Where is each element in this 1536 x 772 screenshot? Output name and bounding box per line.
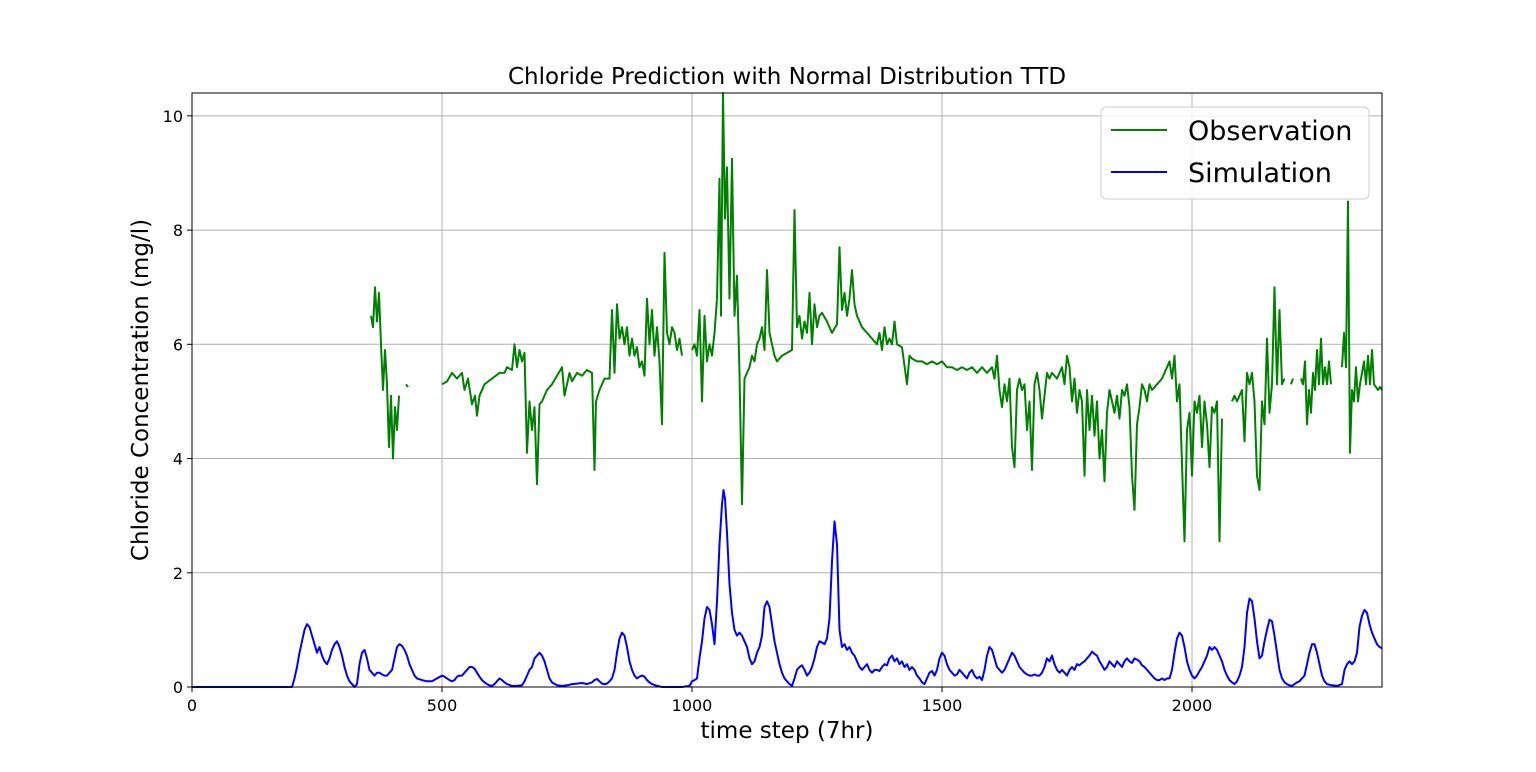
series-line-observation — [370, 286, 400, 460]
x-axis-label: time step (7hr) — [701, 718, 874, 744]
y-tick-label: 0 — [173, 678, 183, 697]
ticks: 0 500 1000 1500 2000 0 2 4 6 8 10 — [163, 107, 1213, 715]
chart-title: Chloride Prediction with Normal Distribu… — [508, 64, 1066, 90]
series-line-observation — [1290, 378, 1294, 385]
plot-frame — [191, 92, 1383, 688]
series-line-observation — [1341, 200, 1383, 454]
series-line-simulation — [192, 489, 1383, 688]
y-tick-label: 10 — [163, 107, 183, 126]
series-layer — [192, 92, 1383, 688]
y-axis-label: Chloride Concentration (mg/l) — [128, 219, 154, 561]
x-tick-label: 2000 — [1172, 696, 1213, 715]
x-tick-label: 1500 — [922, 696, 963, 715]
x-tick-label: 500 — [427, 696, 458, 715]
x-tick-label: 1000 — [672, 696, 713, 715]
series-line-observation — [441, 251, 683, 486]
y-tick-label: 6 — [173, 335, 183, 354]
legend-label-observation: Observation — [1188, 116, 1352, 147]
series-observation — [370, 92, 1383, 543]
y-tick-label: 2 — [173, 564, 183, 583]
series-line-observation — [405, 383, 409, 388]
series-simulation — [192, 489, 1383, 688]
legend-box — [1100, 106, 1370, 200]
legend-label-simulation: Simulation — [1188, 158, 1332, 189]
y-tick-label: 8 — [173, 221, 183, 240]
series-line-observation — [1231, 286, 1286, 491]
series-line-observation — [691, 92, 1223, 543]
y-tick-label: 4 — [173, 450, 183, 469]
legend: Observation Simulation — [1100, 106, 1370, 200]
series-line-observation — [1300, 337, 1332, 426]
x-tick-label: 0 — [187, 696, 197, 715]
